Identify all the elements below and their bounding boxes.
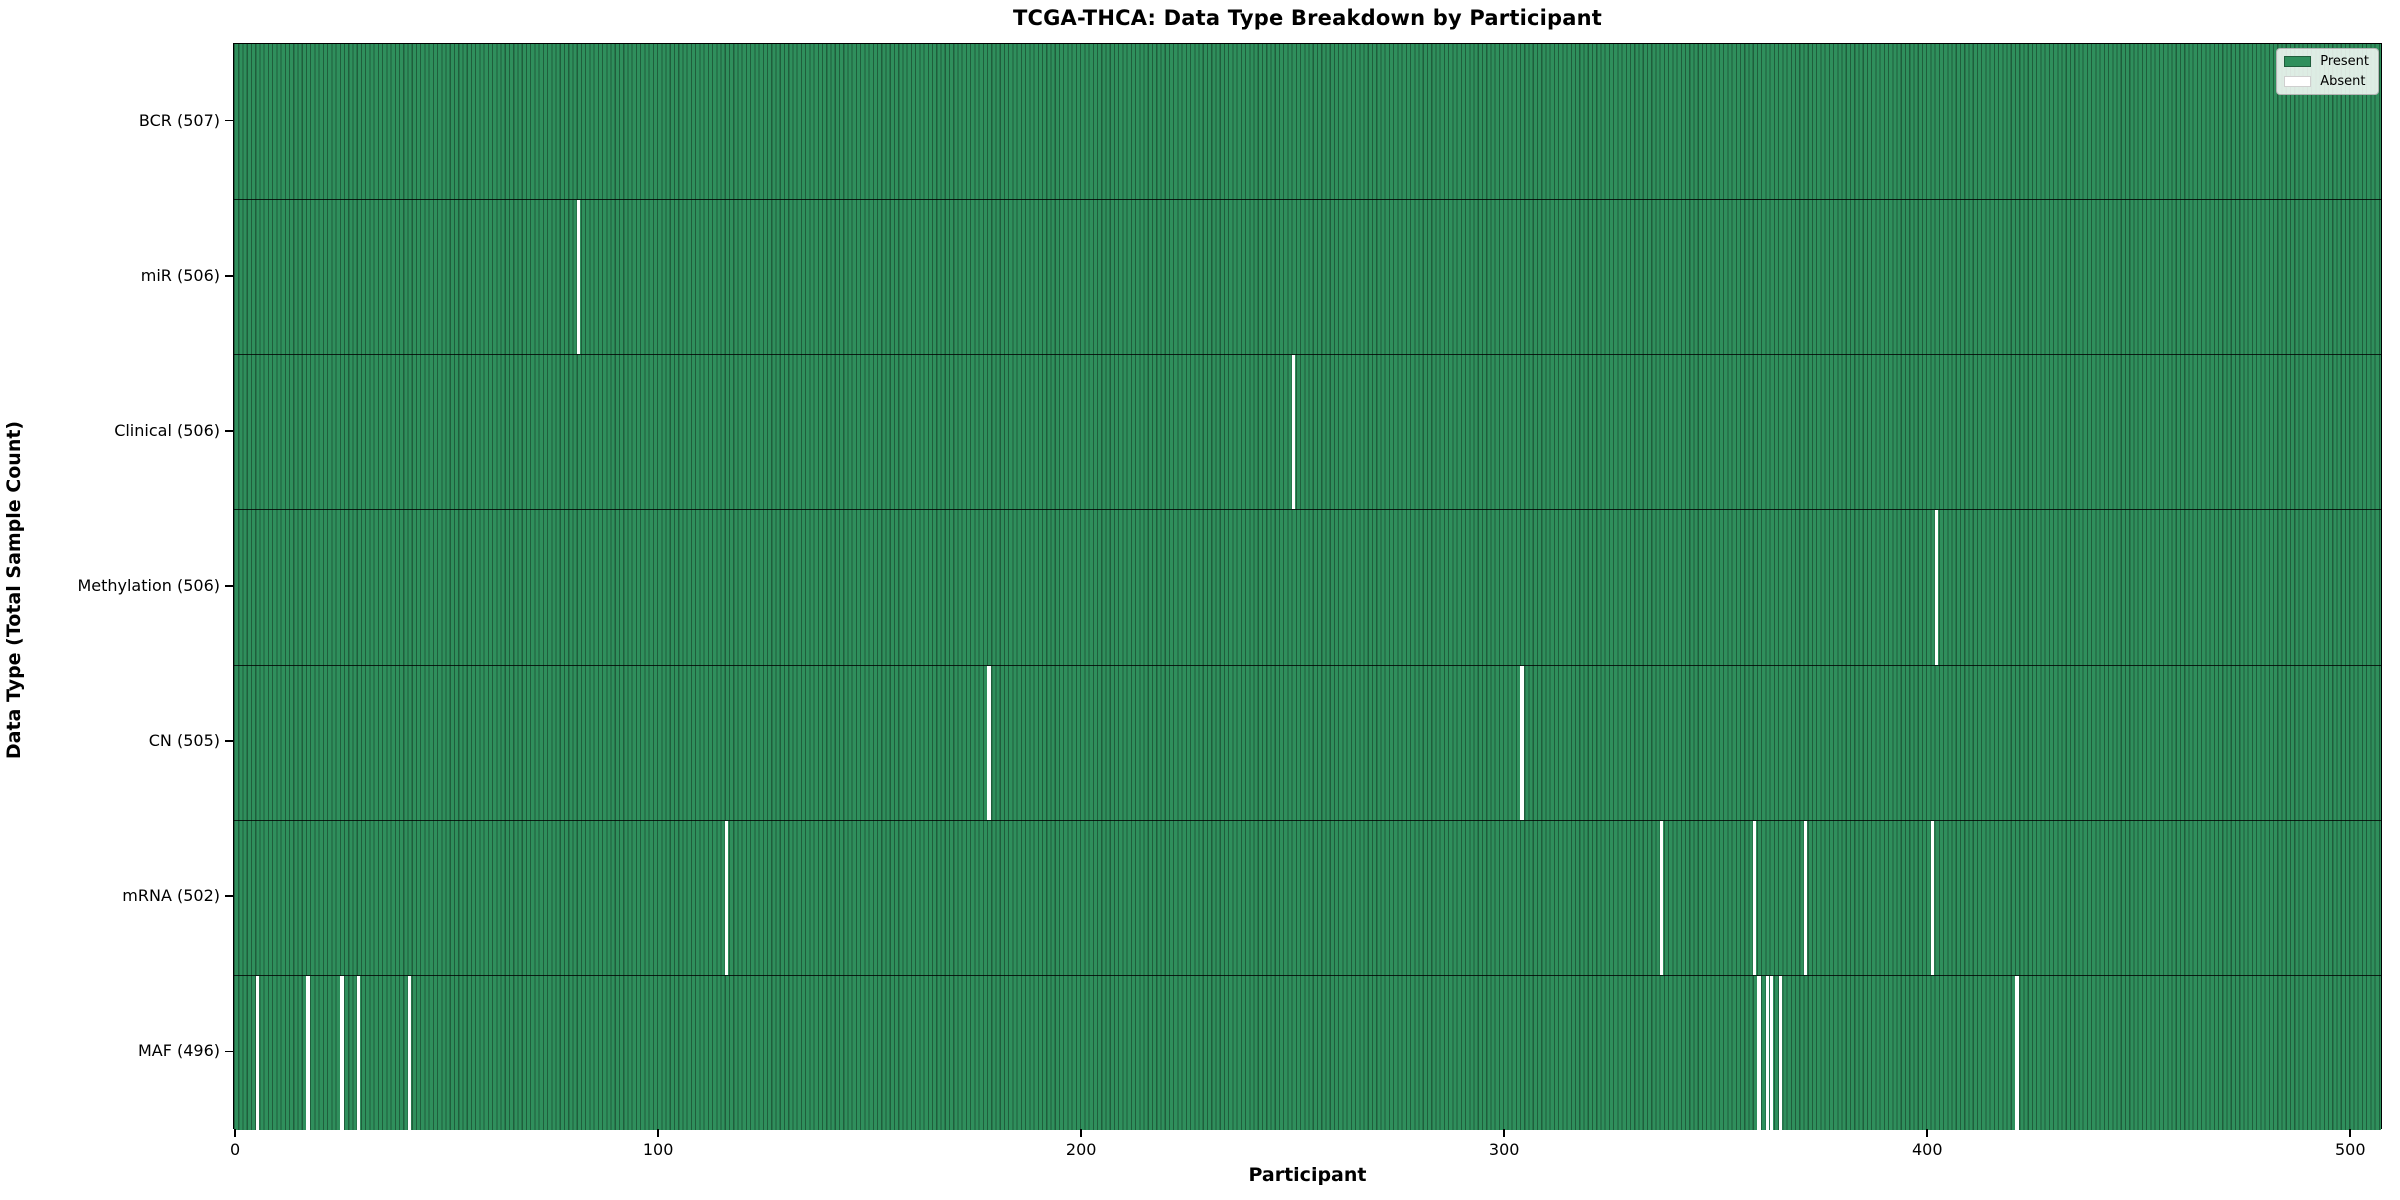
absent-gap [306, 975, 310, 1130]
x-tick-label: 300 [1488, 1140, 1520, 1159]
absent-gap [2015, 975, 2019, 1130]
absent-gap [1778, 975, 1782, 1130]
absent-gap [1803, 820, 1808, 975]
y-tick-mark [225, 1050, 233, 1053]
legend-entry-present: Present [2284, 54, 2369, 69]
x-tick-mark [234, 1129, 236, 1137]
y-tick-mark [225, 430, 233, 432]
absent-gap [1292, 355, 1296, 510]
absent-gap [1935, 510, 1939, 665]
absent-gap [1520, 665, 1524, 820]
x-tick-label: 400 [1911, 1140, 1943, 1159]
x-tick-mark [1080, 1129, 1082, 1137]
data-type-row-cn [234, 664, 2381, 820]
x-tick-label: 500 [2334, 1140, 2366, 1159]
y-tick-label: Methylation (506) [77, 576, 220, 595]
data-type-row-mrna [234, 819, 2381, 975]
absent-gap [1765, 975, 1770, 1130]
x-axis-label: Participant [1248, 1164, 1367, 1186]
y-tick-label: MAF (496) [137, 1041, 220, 1061]
data-type-row-clinical [234, 354, 2381, 510]
absent-gap [1660, 820, 1664, 975]
y-tick-label: Clinical (506) [114, 420, 220, 440]
y-tick-label: mRNA (502) [122, 886, 220, 906]
legend-swatch-present [2284, 56, 2312, 67]
legend-label: Present [2320, 54, 2369, 69]
y-tick-mark [225, 740, 233, 742]
y-tick-mark [225, 585, 233, 587]
absent-gap [357, 975, 361, 1130]
legend-entry-absent: Absent [2284, 74, 2369, 89]
y-tick-label: BCR (507) [138, 110, 220, 130]
x-tick-mark [2349, 1129, 2352, 1137]
data-type-row-mir [234, 199, 2381, 355]
x-tick-label: 0 [230, 1140, 241, 1159]
data-type-row-methylation [234, 509, 2381, 665]
x-tick-label: 100 [642, 1140, 674, 1159]
data-type-row-bcr [234, 44, 2381, 200]
y-tick-mark [225, 895, 233, 898]
x-tick-mark [1503, 1129, 1505, 1137]
absent-gap [340, 975, 344, 1130]
data-type-row-maf [234, 974, 2381, 1130]
legend-label: Absent [2320, 74, 2366, 89]
absent-gap [1757, 975, 1761, 1130]
absent-gap [1770, 975, 1774, 1130]
plot-area [233, 43, 2382, 1130]
absent-gap [987, 665, 991, 820]
absent-gap [1930, 820, 1935, 975]
x-tick-mark [657, 1129, 659, 1137]
legend-swatch-absent [2284, 76, 2312, 87]
absent-gap [725, 820, 729, 975]
x-tick-mark [1926, 1129, 1929, 1137]
legend: Present Absent [2276, 48, 2379, 95]
y-tick-label: CN (505) [148, 731, 220, 751]
x-tick-label: 200 [1065, 1140, 1097, 1159]
chart-title: TCGA-THCA: Data Type Breakdown by Partic… [1012, 6, 1603, 30]
absent-gap [407, 975, 412, 1130]
y-tick-mark [225, 274, 233, 277]
y-tick-label: miR (506) [140, 265, 220, 285]
absent-gap [255, 975, 259, 1130]
absent-gap [1753, 820, 1757, 975]
y-tick-mark [225, 119, 233, 122]
absent-gap [577, 200, 581, 355]
